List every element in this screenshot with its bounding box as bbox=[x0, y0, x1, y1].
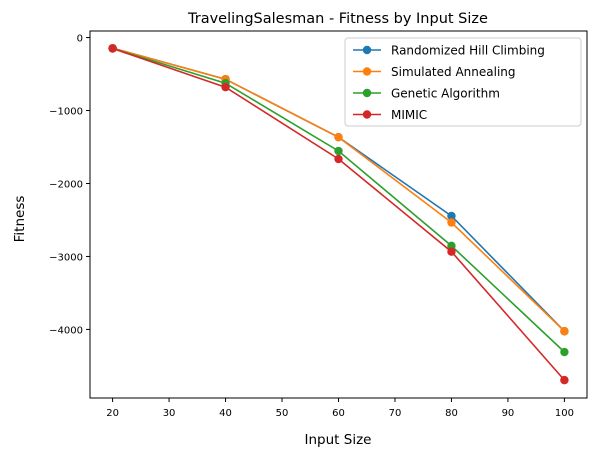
data-point-genetic-algorithm bbox=[334, 146, 343, 156]
y-tick-label: −2000 bbox=[49, 179, 83, 190]
legend-item-randomized-hill-climbing: Randomized Hill Climbing bbox=[353, 44, 545, 58]
plot-area bbox=[108, 43, 569, 385]
data-point-simulated-annealing bbox=[447, 218, 456, 227]
y-axis: 0 −1000 −2000 −3000 −4000 bbox=[49, 34, 90, 336]
data-point-mimic bbox=[108, 44, 117, 53]
y-tick-label: −1000 bbox=[49, 107, 83, 118]
series-mimic bbox=[108, 44, 569, 385]
data-point-randomized-hill-climbing bbox=[447, 211, 456, 221]
data-point-genetic-algorithm bbox=[560, 347, 569, 357]
y-tick-label: −4000 bbox=[49, 325, 83, 336]
legend-swatch-marker bbox=[362, 88, 372, 98]
x-tick-label: 20 bbox=[106, 408, 119, 419]
x-tick-label: 90 bbox=[502, 408, 515, 419]
x-tick-label: 70 bbox=[389, 408, 402, 419]
chart-title: TravelingSalesman - Fitness by Input Siz… bbox=[187, 11, 488, 27]
x-tick-label: 80 bbox=[445, 408, 458, 419]
y-tick-label: 0 bbox=[77, 34, 83, 45]
legend-label: Genetic Algorithm bbox=[391, 87, 500, 101]
x-tick-label: 60 bbox=[332, 408, 345, 419]
data-point-mimic bbox=[334, 154, 343, 164]
data-point-mimic bbox=[221, 82, 230, 92]
y-axis-label: Fitness bbox=[12, 196, 28, 243]
legend: Randomized Hill Climbing Simulated Anneal… bbox=[344, 37, 582, 127]
legend-swatch-marker bbox=[362, 110, 372, 119]
x-tick-label: 100 bbox=[555, 408, 574, 419]
x-tick-label: 30 bbox=[163, 408, 176, 419]
data-point-genetic-algorithm bbox=[447, 241, 456, 251]
legend-item-simulated-annealing: Simulated Annealing bbox=[353, 65, 516, 79]
legend-box bbox=[344, 37, 582, 127]
legend-label: Simulated Annealing bbox=[391, 65, 516, 79]
legend-item-mimic: MIMIC bbox=[353, 108, 427, 122]
x-axis: 20 30 40 50 60 70 80 90 100 bbox=[106, 398, 574, 419]
legend-swatch-marker bbox=[362, 45, 372, 55]
data-point-mimic bbox=[447, 247, 456, 256]
legend-label: Randomized Hill Climbing bbox=[391, 44, 545, 58]
data-point-mimic bbox=[560, 375, 569, 385]
data-point-simulated-annealing bbox=[334, 132, 343, 142]
legend-label: MIMIC bbox=[391, 108, 427, 122]
legend-item-genetic-algorithm: Genetic Algorithm bbox=[353, 87, 500, 101]
data-point-simulated-annealing bbox=[560, 327, 569, 336]
x-axis-label: Input Size bbox=[305, 432, 372, 448]
y-tick-label: −3000 bbox=[49, 252, 83, 263]
legend-swatch-marker bbox=[362, 67, 372, 76]
x-tick-label: 50 bbox=[276, 408, 289, 419]
x-tick-label: 40 bbox=[219, 408, 232, 419]
